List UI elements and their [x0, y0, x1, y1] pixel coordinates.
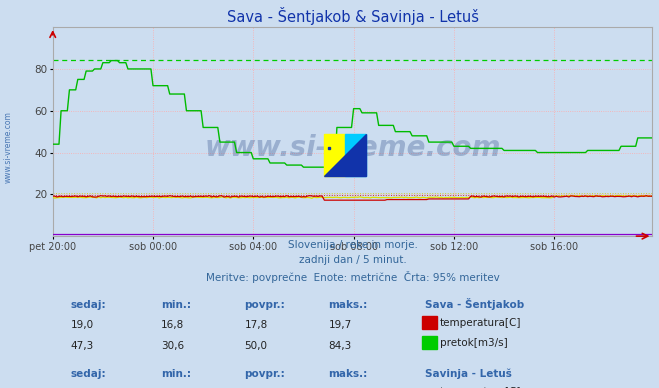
- Text: povpr.:: povpr.:: [244, 369, 285, 379]
- Text: maks.:: maks.:: [329, 369, 368, 379]
- Text: Savinja - Letuš: Savinja - Letuš: [424, 369, 511, 379]
- Bar: [422, 336, 436, 349]
- Text: 16,8: 16,8: [161, 320, 184, 330]
- Text: 19,0: 19,0: [71, 320, 94, 330]
- Title: Sava - Šentjakob & Savinja - Letuš: Sava - Šentjakob & Savinja - Letuš: [227, 7, 478, 24]
- Bar: [422, 316, 436, 329]
- Text: povpr.:: povpr.:: [244, 300, 285, 310]
- Text: sedaj:: sedaj:: [71, 369, 106, 379]
- Text: 84,3: 84,3: [329, 341, 352, 350]
- Bar: [422, 385, 436, 388]
- Text: 50,0: 50,0: [244, 341, 268, 350]
- Bar: [324, 134, 345, 175]
- Text: min.:: min.:: [161, 369, 190, 379]
- Text: Sava - Šentjakob: Sava - Šentjakob: [424, 298, 524, 310]
- Text: pretok[m3/s]: pretok[m3/s]: [440, 338, 507, 348]
- Text: sedaj:: sedaj:: [71, 300, 106, 310]
- Text: temperatura[C]: temperatura[C]: [440, 318, 521, 327]
- Text: www.si-vreme.com: www.si-vreme.com: [3, 111, 13, 184]
- Text: maks.:: maks.:: [329, 300, 368, 310]
- Text: 47,3: 47,3: [71, 341, 94, 350]
- Text: temperatura[C]: temperatura[C]: [440, 387, 521, 388]
- Text: Slovenija / reke in morje.
zadnji dan / 5 minut.
Meritve: povprečne  Enote: metr: Slovenija / reke in morje. zadnji dan / …: [206, 241, 500, 283]
- Bar: [345, 134, 366, 175]
- Polygon shape: [324, 134, 366, 175]
- Text: www.si-vreme.com: www.si-vreme.com: [204, 134, 501, 162]
- Text: 17,8: 17,8: [244, 320, 268, 330]
- Text: 30,6: 30,6: [161, 341, 184, 350]
- Text: min.:: min.:: [161, 300, 190, 310]
- Text: 19,7: 19,7: [329, 320, 352, 330]
